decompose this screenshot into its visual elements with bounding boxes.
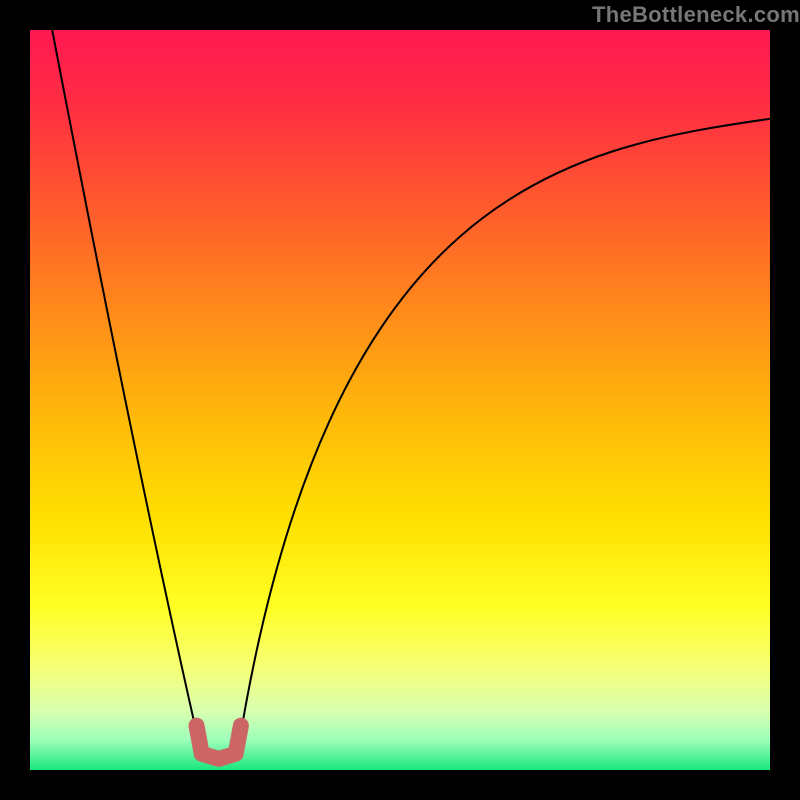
chart-container: TheBottleneck.com — [0, 0, 800, 800]
bottleneck-chart — [0, 0, 800, 800]
plot-background — [30, 30, 770, 770]
